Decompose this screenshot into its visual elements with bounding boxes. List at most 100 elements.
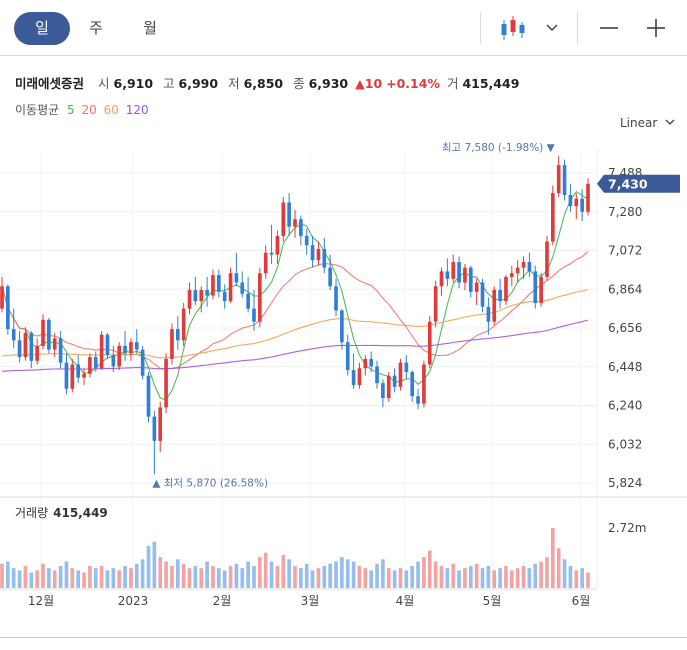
quote-summary: 미래에셋증권 시 6,910 고 6,990 저 6,850 종 6,930 ▲… — [15, 73, 522, 92]
chevron-down-icon[interactable] — [540, 10, 564, 46]
candle-body — [468, 267, 473, 292]
volume-bar — [574, 570, 579, 588]
candlestick-icon[interactable] — [498, 10, 528, 46]
candle-body — [457, 262, 461, 283]
open-label: 시 — [98, 76, 110, 91]
candle-body — [480, 282, 485, 307]
volume-bar — [193, 565, 198, 588]
volume-bar — [287, 559, 291, 588]
volume-tick-label: 2.72m — [608, 521, 646, 535]
volume-bar — [498, 568, 502, 588]
volume-bar — [11, 568, 16, 588]
candle-body — [527, 262, 532, 272]
volume-bar — [556, 548, 561, 588]
volume-bar — [275, 565, 280, 588]
volume-bar — [422, 557, 426, 588]
candle-body — [164, 358, 168, 408]
volume-bar — [187, 568, 192, 588]
volume-bar — [545, 557, 549, 588]
volume-bar — [23, 565, 28, 588]
ma-line-20 — [1, 250, 589, 370]
volume-bar — [88, 565, 92, 588]
candle-body — [299, 219, 303, 236]
volume-bar — [468, 565, 473, 588]
date-tick-label: 4월 — [396, 594, 415, 608]
volume-bar — [134, 563, 139, 588]
volume-bar — [181, 563, 186, 588]
volume-bar — [222, 570, 227, 588]
candle-body — [64, 362, 69, 389]
candle-body — [486, 306, 491, 322]
candle-body — [510, 273, 514, 277]
plus-icon[interactable] — [643, 10, 669, 46]
scale-mode-dropdown[interactable]: Linear — [620, 116, 677, 130]
candle-body — [357, 368, 362, 386]
close-label: 종 — [293, 76, 305, 91]
volume-bar — [410, 565, 415, 588]
candle-body — [152, 416, 157, 441]
price-tick-label: 5,824 — [608, 476, 642, 490]
candle-body — [556, 165, 561, 194]
candle-body — [287, 202, 291, 227]
ma-5: 5 — [67, 103, 75, 117]
volume-bar — [269, 561, 274, 588]
tab-daily[interactable]: 일 — [14, 12, 70, 45]
last-price-badge — [597, 174, 680, 193]
candle-body — [439, 271, 444, 287]
candle-body — [545, 241, 549, 277]
candle-body — [369, 358, 373, 367]
candle-body — [381, 383, 385, 399]
high-value: 6,990 — [178, 76, 219, 91]
volume-bar — [152, 541, 157, 588]
tab-weekly[interactable]: 주 — [89, 19, 103, 37]
candle-body — [551, 193, 555, 242]
volume-bar — [199, 568, 204, 588]
volume-bar — [533, 563, 538, 588]
candle-body — [158, 407, 163, 441]
volume-bar — [375, 563, 379, 588]
minus-icon[interactable] — [596, 10, 622, 46]
candle-body — [99, 334, 104, 369]
volume-bar — [328, 563, 332, 588]
volume-bar — [41, 563, 45, 588]
candle-body — [205, 289, 209, 296]
candle-body — [492, 289, 497, 322]
candle-body — [29, 332, 34, 361]
candle-body — [316, 249, 321, 261]
volume-panel-label: 거래량 415,449 — [15, 506, 108, 520]
candle-body — [416, 396, 420, 404]
scale-mode-label: Linear — [620, 116, 658, 130]
volume-bar — [357, 565, 362, 588]
candle-body — [105, 334, 110, 356]
volume-bar — [6, 561, 10, 588]
candle-body — [498, 289, 502, 302]
candle-body — [293, 219, 297, 227]
candle-body — [181, 308, 186, 341]
volume-bar — [451, 563, 456, 588]
candle-body — [340, 310, 344, 343]
tab-monthly[interactable]: 월 — [143, 19, 157, 37]
change-up-icon: ▲ — [355, 76, 365, 91]
volume-bar — [439, 565, 444, 588]
candle-body — [562, 165, 567, 195]
change-percent: +0.14% — [386, 76, 440, 91]
stock-name: 미래에셋증권 — [15, 76, 85, 91]
volume-bar — [129, 568, 133, 588]
date-tick-label: 6월 — [572, 594, 591, 608]
candle-body — [281, 202, 286, 236]
volume-bar — [146, 546, 151, 588]
volume-bar — [551, 528, 555, 588]
candle-body — [82, 373, 86, 378]
candle-body — [134, 342, 139, 350]
candle-body — [17, 340, 22, 358]
candle-body — [580, 198, 584, 212]
volume-bar — [580, 568, 584, 588]
candle-body — [310, 245, 315, 261]
candle-body — [193, 289, 198, 302]
volume-bar — [568, 565, 573, 588]
candle-body — [515, 267, 520, 274]
volume-bar — [480, 568, 485, 588]
candle-body — [117, 345, 122, 367]
candle-body — [52, 338, 57, 350]
